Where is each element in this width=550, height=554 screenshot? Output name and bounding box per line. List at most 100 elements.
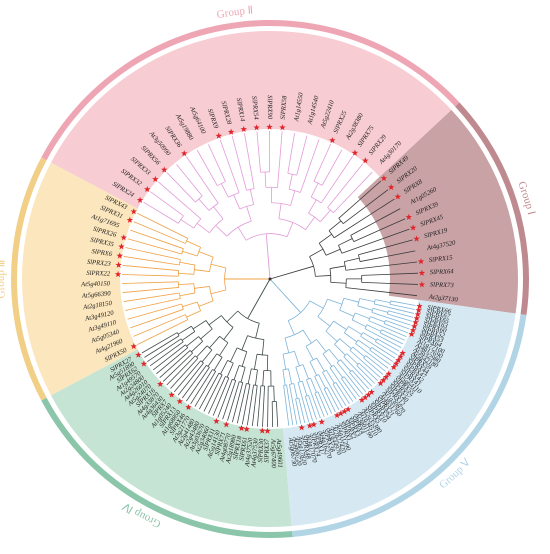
branch bbox=[369, 349, 391, 366]
leaf-label: At5g06730 bbox=[287, 436, 298, 467]
branch-arc bbox=[181, 303, 184, 310]
branch bbox=[255, 323, 260, 339]
branch bbox=[159, 350, 191, 378]
branch bbox=[282, 354, 287, 370]
branch bbox=[150, 191, 184, 217]
branch bbox=[210, 263, 227, 269]
sl-star-icon bbox=[416, 302, 423, 309]
leaf-label: SlPRX14 bbox=[235, 97, 246, 122]
branch bbox=[262, 385, 265, 427]
branch-arc bbox=[256, 353, 268, 356]
sl-star-icon bbox=[126, 216, 134, 223]
branch bbox=[333, 198, 395, 239]
branch bbox=[309, 300, 324, 309]
sl-star-icon bbox=[397, 353, 404, 360]
branch bbox=[333, 364, 344, 378]
sl-star-icon bbox=[390, 363, 397, 370]
branch bbox=[152, 344, 186, 371]
sl-star-icon bbox=[387, 183, 395, 191]
arc-group-I bbox=[455, 102, 529, 316]
branch bbox=[288, 174, 293, 190]
branch bbox=[293, 383, 298, 399]
branch bbox=[226, 362, 234, 378]
branch bbox=[231, 135, 247, 191]
branch bbox=[342, 189, 389, 224]
sl-star-icon bbox=[418, 281, 426, 288]
branch bbox=[210, 289, 227, 295]
branch bbox=[352, 346, 365, 358]
branch bbox=[329, 265, 346, 269]
branch bbox=[376, 338, 400, 352]
branch bbox=[158, 181, 202, 220]
branch bbox=[181, 365, 207, 399]
branch bbox=[125, 298, 181, 311]
branch bbox=[359, 250, 416, 262]
branch bbox=[384, 323, 409, 334]
branch bbox=[253, 354, 258, 370]
branch bbox=[371, 347, 394, 362]
branch bbox=[353, 218, 406, 243]
branch bbox=[355, 343, 389, 369]
sl-star-icon bbox=[223, 421, 230, 428]
clade-stem bbox=[247, 278, 271, 319]
branch-arc bbox=[251, 368, 258, 371]
group-outer-arcs bbox=[10, 19, 529, 538]
branch bbox=[186, 336, 199, 347]
sector-group-III bbox=[21, 162, 138, 396]
branch bbox=[194, 269, 210, 272]
sl-star-icon bbox=[240, 125, 247, 133]
branch bbox=[290, 190, 296, 206]
branch bbox=[336, 362, 364, 395]
branch bbox=[261, 339, 265, 355]
branch bbox=[133, 221, 186, 244]
branch bbox=[144, 335, 180, 358]
sl-star-icon bbox=[318, 418, 325, 425]
leaf-label: SlPRX58 bbox=[280, 95, 289, 120]
leaf-label: SlPRX18 bbox=[232, 435, 243, 460]
branch bbox=[338, 238, 353, 246]
branch-arc bbox=[349, 346, 354, 351]
sl-star-icon bbox=[152, 175, 159, 182]
branch bbox=[149, 341, 184, 367]
branch bbox=[328, 349, 340, 362]
branch bbox=[339, 309, 354, 317]
leaf-label: At4g37520 bbox=[244, 437, 255, 468]
branch-arc bbox=[309, 256, 316, 277]
branch-arc bbox=[228, 192, 240, 198]
sl-star-icon bbox=[120, 234, 127, 241]
branch bbox=[318, 233, 332, 244]
leaf-label: At2g37130 bbox=[428, 293, 459, 303]
sl-star-icon bbox=[365, 391, 372, 398]
branch bbox=[208, 376, 226, 414]
branch bbox=[299, 139, 320, 193]
branch bbox=[286, 384, 294, 426]
leaf-label: At5g40150 bbox=[80, 280, 111, 288]
sl-star-icon bbox=[337, 410, 345, 417]
branch bbox=[381, 329, 405, 341]
branch bbox=[198, 198, 210, 211]
branch bbox=[356, 365, 376, 384]
branch bbox=[237, 226, 247, 241]
branch bbox=[208, 315, 222, 326]
branch bbox=[318, 374, 326, 389]
sl-star-icon bbox=[116, 252, 124, 259]
branch bbox=[186, 240, 201, 248]
sl-star-icon bbox=[215, 132, 222, 139]
branch bbox=[122, 287, 179, 293]
branch bbox=[222, 380, 237, 420]
branch bbox=[156, 347, 189, 375]
sl-star-icon bbox=[351, 149, 359, 156]
branch bbox=[178, 283, 194, 286]
sl-star-icon bbox=[413, 235, 420, 242]
branch bbox=[196, 345, 208, 358]
clade-stem bbox=[269, 265, 314, 280]
branch bbox=[196, 223, 210, 234]
branch bbox=[349, 350, 381, 378]
branch bbox=[358, 362, 378, 381]
branch bbox=[220, 360, 228, 375]
branch bbox=[340, 359, 351, 372]
branch bbox=[343, 297, 359, 303]
branch bbox=[388, 310, 414, 318]
branch-arc bbox=[313, 180, 323, 186]
